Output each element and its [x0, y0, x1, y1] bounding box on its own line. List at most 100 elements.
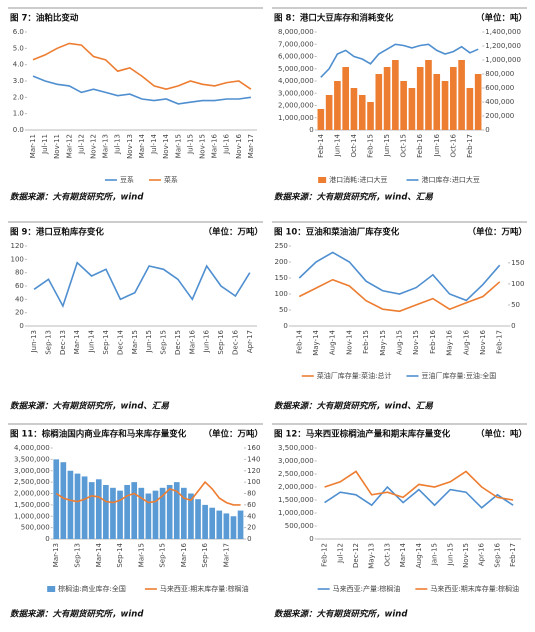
- panel-unit: （单位：万吨）: [203, 429, 263, 440]
- series-line: [298, 278, 501, 313]
- y-tick-label: 0: [309, 126, 313, 134]
- x-tick-label: Mar-17: [247, 134, 255, 158]
- y-tick-label: 2,500,000: [278, 470, 314, 478]
- y-tick-label: 1,500,000: [278, 496, 314, 504]
- x-tick-label: Feb-15: [362, 330, 370, 354]
- x-tick-label: Feb-16: [429, 329, 437, 353]
- x-tick-label: Mar-17: [222, 543, 230, 567]
- x-tick-label: Jun-14: [333, 133, 341, 157]
- x-tick-label: Dec-14: [116, 329, 124, 355]
- x-tick-label: Mar-13: [102, 134, 110, 158]
- bar: [81, 476, 88, 539]
- x-tick-label: Feb-17: [496, 330, 504, 354]
- x-tick-label: Jun-16: [433, 133, 441, 157]
- y-tick-label: 150: [275, 274, 288, 282]
- y-tick-label: 0: [45, 535, 49, 543]
- x-tick-label: Sep-15: [159, 543, 167, 568]
- series-line: [298, 251, 501, 302]
- bar: [325, 95, 333, 130]
- x-tick-label: Jun-16: [203, 329, 211, 353]
- y-tick-label: 140: [247, 455, 260, 463]
- bar: [375, 74, 383, 130]
- source-note: 数据来源：大有期货研究所，wind: [10, 609, 144, 620]
- legend-label: 马来西亚:期末库存量:棕榈油: [160, 584, 249, 593]
- y-tick-label: 0: [511, 322, 515, 330]
- y-tick-label: 200,000: [485, 112, 514, 120]
- y-tick-label: 8,000,000: [278, 28, 314, 36]
- bar: [230, 516, 237, 539]
- bar: [60, 462, 67, 539]
- x-tick-label: Nov-16: [235, 133, 243, 158]
- x-tick-label: Nov-15: [462, 543, 470, 568]
- y-tick-label: 120: [11, 242, 24, 250]
- bar: [441, 81, 449, 130]
- y-tick-label: 60: [247, 501, 256, 509]
- x-tick-label: Feb-16: [416, 133, 424, 157]
- y-tick-label: 80: [247, 490, 256, 498]
- y-tick-label: 0.0: [13, 126, 24, 134]
- y-tick-label: 5.0: [13, 44, 24, 52]
- y-tick-label: 600,000: [485, 84, 514, 92]
- panel-title: 图 12：马来西亚棕榈油产量和期末库存量变化: [274, 429, 451, 440]
- bar: [124, 484, 130, 539]
- x-tick-label: Jul-14: [150, 133, 158, 154]
- x-tick-label: Dec-12: [352, 543, 360, 568]
- x-tick-label: Apr-17: [246, 330, 254, 353]
- x-tick-label: Mar-16: [180, 542, 188, 567]
- x-tick-label: Jun-13: [30, 330, 38, 353]
- panel-title: 图 8：港口大豆库存和消耗变化: [274, 13, 394, 24]
- bar: [458, 60, 465, 130]
- bar: [103, 484, 109, 539]
- x-tick-label: Nov-11: [53, 134, 61, 159]
- bar: [188, 493, 194, 539]
- bar: [117, 490, 123, 539]
- legend-label: 港口库存:进口大豆: [422, 175, 480, 184]
- y-tick-label: 1,000,000: [485, 56, 521, 64]
- bar: [95, 479, 102, 539]
- bar: [173, 482, 180, 539]
- y-tick-label: 100: [11, 255, 24, 263]
- bar: [223, 513, 230, 539]
- bar: [392, 60, 399, 130]
- y-tick-label: 50: [511, 301, 520, 309]
- x-tick-label: Jun-15: [446, 543, 454, 566]
- x-tick-label: Mar-11: [29, 134, 37, 158]
- x-tick-label: Dec-15: [174, 330, 182, 355]
- bar: [181, 487, 187, 539]
- bar: [152, 490, 159, 539]
- x-tick-label: Jun-15: [383, 134, 391, 157]
- x-tick-label: Mar-14: [95, 542, 103, 567]
- legend-swatch: [318, 177, 327, 183]
- panel-title: 图 7：油粕比变动: [10, 13, 79, 24]
- x-tick-label: Mar-15: [174, 134, 182, 158]
- y-tick-label: 500,000: [285, 522, 314, 530]
- series-line: [33, 261, 251, 309]
- x-tick-label: Nov-12: [90, 134, 98, 159]
- y-tick-label: 2,000,000: [278, 102, 314, 110]
- panel-title: 图 11：棕榈油国内商业库存和马来库存量变化: [10, 429, 187, 440]
- y-tick-label: 250: [275, 242, 288, 250]
- x-tick-label: Feb-12: [321, 543, 329, 567]
- x-tick-label: Jun-15: [145, 330, 153, 353]
- bar: [209, 507, 216, 539]
- bar: [383, 67, 391, 130]
- y-tick-label: 1,000,000: [278, 509, 314, 517]
- legend-label: 豆油厂库存量:豆油:全国: [422, 371, 497, 380]
- bar: [159, 487, 166, 539]
- panel-unit: （单位：吨）: [476, 429, 527, 440]
- x-tick-label: Nov-15: [199, 134, 207, 159]
- source-note: 数据来源：大有期货研究所，wind: [274, 609, 408, 620]
- x-tick-label: Mar-16: [211, 133, 219, 158]
- bar: [400, 81, 407, 130]
- x-tick-label: Nov-15: [412, 330, 420, 355]
- y-tick-label: 5,000,000: [278, 65, 314, 73]
- x-tick-label: Mar-14: [138, 133, 146, 158]
- x-tick-label: Mar-15: [137, 543, 145, 567]
- panel-title: 图 10：豆油和菜油油厂库存变化: [274, 227, 400, 238]
- legend-label: 马来西亚:期末库存量:棕榈油: [430, 584, 519, 593]
- bar: [342, 67, 349, 130]
- x-tick-label: Nov-13: [126, 134, 134, 159]
- y-tick-label: 20: [247, 524, 256, 532]
- y-tick-label: 0: [247, 535, 251, 543]
- x-tick-label: Feb-15: [367, 134, 375, 158]
